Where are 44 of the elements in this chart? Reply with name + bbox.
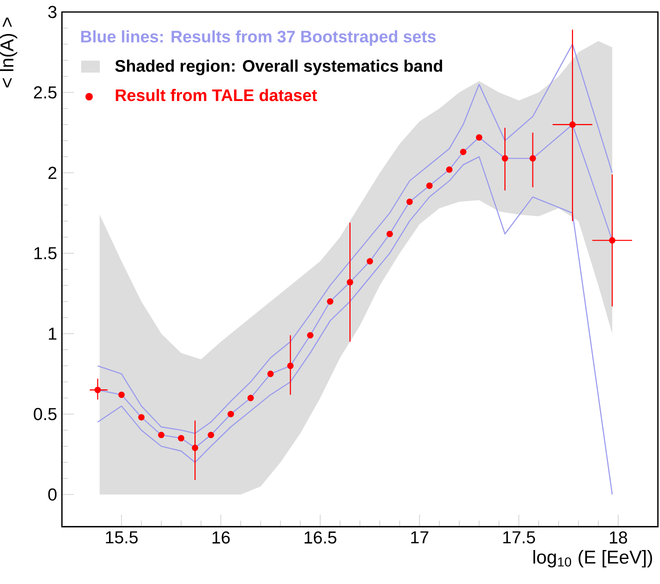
point xyxy=(346,278,354,286)
x-tick-label: 18 xyxy=(610,531,628,544)
y-tick-label: 2 xyxy=(48,166,56,179)
x-axis-title: log$_{10}$ (E [EeV]) xyxy=(533,550,652,568)
point xyxy=(406,198,413,205)
point xyxy=(178,434,184,442)
y-tick-label: 1 xyxy=(48,328,56,340)
point xyxy=(287,362,294,370)
legend-label: Result from TALE dataset xyxy=(116,88,318,102)
point xyxy=(118,392,125,398)
line-series xyxy=(97,156,613,496)
point xyxy=(476,134,482,141)
x-tick-label: 17.5 xyxy=(503,531,535,544)
point xyxy=(158,432,164,438)
x-tick-label: 16 xyxy=(212,531,230,544)
point xyxy=(366,258,374,264)
y-tick-label: 0.5 xyxy=(34,408,56,420)
x-tick-label: 16.5 xyxy=(304,531,336,544)
point xyxy=(502,155,508,162)
point xyxy=(426,182,433,189)
y-tick-label: 1.5 xyxy=(34,247,56,260)
point xyxy=(446,166,453,173)
point xyxy=(530,155,536,162)
point xyxy=(94,386,101,394)
y-axis-title: < ln(A) > xyxy=(0,18,18,88)
y-tick-label: 3 xyxy=(48,6,56,18)
y-tick-label: 0 xyxy=(48,488,57,501)
point xyxy=(386,230,393,238)
point xyxy=(326,298,334,305)
point xyxy=(247,394,254,402)
point xyxy=(609,237,616,244)
x-tick-label: 15.5 xyxy=(106,531,138,544)
point xyxy=(460,148,466,156)
point xyxy=(208,432,214,438)
legend-label: Shaded region: Overall systematics band xyxy=(115,60,442,76)
text: Blue lines: Results from 37 Bootstraped sets xyxy=(81,30,436,46)
y-tick-label: 2.5 xyxy=(34,86,56,99)
point xyxy=(228,410,234,418)
point xyxy=(307,332,314,338)
point xyxy=(192,444,198,452)
x-tick-label: 17 xyxy=(411,531,428,544)
point xyxy=(267,370,274,378)
point xyxy=(569,121,576,128)
point xyxy=(138,414,145,420)
